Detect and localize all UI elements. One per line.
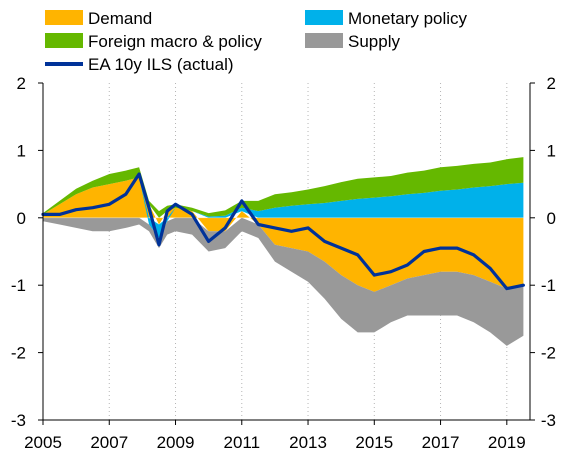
y-tick-label-left: 0	[17, 209, 26, 228]
axes: 2 2 1 1 0 0 -1 -1 -2 -2 -3 -3 2005 2007 2009 2011 2013 20…	[11, 74, 556, 452]
y-tick-label-right: -1	[541, 276, 556, 295]
legend-label-monetary-policy: Monetary policy	[348, 9, 468, 28]
legend-swatch-monetary-policy	[305, 10, 343, 25]
legend: Demand Monetary policy Foreign macro & pol…	[45, 9, 468, 74]
x-tick-label: 2005	[24, 433, 62, 452]
y-tick-label-right: -3	[541, 411, 556, 430]
area-supply	[43, 217, 524, 346]
legend-swatch-foreign-macro-policy	[45, 33, 83, 48]
x-tick-label: 2013	[289, 433, 327, 452]
y-tick-label-left: 1	[17, 141, 26, 160]
legend-label-ea-10y-ils-actual: EA 10y ILS (actual)	[88, 55, 234, 74]
area-foreign-macro-policy	[43, 157, 524, 218]
legend-label-foreign-macro-policy: Foreign macro & policy	[88, 32, 262, 51]
legend-label-supply: Supply	[348, 32, 400, 51]
line-ea-10y-ils-actual	[41, 172, 526, 291]
y-tick-label-left: -1	[11, 276, 26, 295]
legend-label-demand: Demand	[88, 9, 152, 28]
y-tick-label-left: -3	[11, 411, 26, 430]
x-tick-label: 2007	[90, 433, 128, 452]
y-tick-label-right: 2	[547, 74, 556, 93]
y-tick-label-right: 0	[547, 209, 556, 228]
x-tick-label: 2011	[223, 433, 260, 452]
x-tick-label: 2015	[355, 433, 393, 452]
y-tick-label-right: -2	[541, 344, 556, 363]
area-demand	[43, 177, 524, 292]
legend-swatch-demand	[45, 10, 83, 25]
x-tick-label: 2017	[422, 433, 460, 452]
x-tick-label: 2009	[157, 433, 195, 452]
y-tick-label-left: -2	[11, 344, 26, 363]
actual-line-layer	[41, 172, 526, 291]
x-tick-label: 2019	[488, 433, 526, 452]
y-tick-label-left: 2	[17, 74, 26, 93]
areas	[43, 157, 524, 346]
legend-swatch-supply	[305, 33, 343, 48]
y-tick-label-right: 1	[547, 141, 556, 160]
